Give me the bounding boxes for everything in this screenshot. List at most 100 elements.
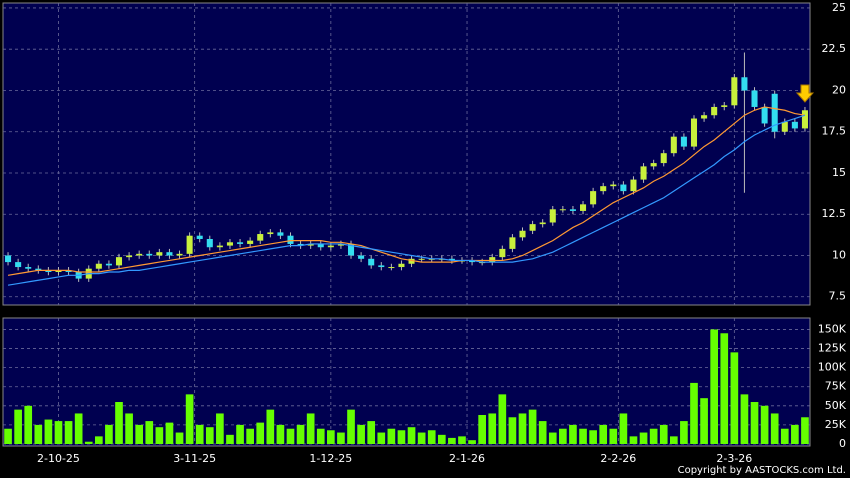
volume-bar (478, 414, 486, 444)
candle-body (186, 235, 193, 254)
volume-bar (34, 424, 43, 444)
candle-body (418, 258, 425, 260)
candle-body (711, 106, 718, 116)
candle-body (721, 105, 728, 107)
candle-body (741, 77, 748, 91)
volume-bar (579, 428, 587, 444)
volume-bar (226, 434, 234, 444)
volume-bar (649, 428, 658, 444)
candle-body (549, 209, 556, 223)
volume-bar (508, 417, 517, 444)
candle-body (529, 224, 536, 231)
volume-bar (780, 428, 789, 444)
candle-body (347, 243, 355, 256)
candle-body (247, 240, 254, 244)
candle-body (650, 163, 657, 167)
volume-bar (407, 427, 416, 444)
candle-body (690, 118, 698, 147)
volume-bar (690, 382, 698, 444)
candle-body (337, 243, 344, 246)
candle-body (509, 237, 516, 249)
volume-bar (205, 427, 214, 444)
candle-body (358, 255, 365, 259)
volume-bar (518, 413, 527, 444)
y-tick-label: 20 (832, 83, 846, 96)
volume-bar (216, 413, 224, 444)
volume-bar (256, 422, 265, 444)
volume-bar (397, 430, 406, 444)
volume-bar (276, 424, 285, 444)
moving-average-line (7, 106, 806, 276)
candle-body (317, 243, 324, 248)
x-tick-label: 2-1-26 (449, 452, 485, 465)
candle-body (660, 153, 667, 164)
volume-bar (74, 413, 83, 444)
volume-bar (760, 405, 769, 444)
volume-bar (14, 409, 22, 444)
candle-body (761, 106, 768, 124)
volume-bar (589, 430, 597, 444)
volume-bar (115, 402, 123, 444)
y-tick-label: 12.5 (822, 207, 847, 220)
candle-body (15, 262, 22, 268)
candle-body (126, 255, 133, 258)
volume-bar (730, 352, 739, 444)
volume-bar (195, 424, 204, 444)
volume-bar (750, 402, 759, 444)
candle-body (45, 270, 52, 272)
volume-bar (266, 409, 275, 444)
volume-bar (468, 440, 476, 444)
volume-bar (377, 432, 386, 444)
candle-body (519, 230, 526, 238)
y-tick-label: 22.5 (822, 42, 847, 55)
candle-body (640, 166, 647, 180)
signal-arrow (795, 84, 815, 103)
volume-bar (538, 421, 547, 444)
candle-body (136, 253, 143, 256)
x-tick-label: 1-12-25 (309, 452, 352, 465)
candle-body (5, 255, 12, 263)
volume-bar (559, 428, 567, 444)
candle-body (569, 209, 576, 211)
candle-body (388, 267, 395, 269)
volume-bar (347, 409, 355, 444)
volume-bar (135, 424, 144, 444)
candle-body (801, 110, 808, 129)
volume-bar (458, 436, 466, 444)
volume-bar (680, 421, 688, 444)
volume-bar (488, 413, 497, 444)
candle-body (489, 257, 496, 263)
candle-body (791, 121, 798, 129)
y-tick-label: 17.5 (822, 125, 847, 138)
volume-bar (599, 424, 608, 444)
y-tick-label: 100K (818, 361, 847, 374)
volume-bar (54, 421, 63, 444)
volume-bar (105, 424, 113, 444)
volume-bar (740, 394, 749, 444)
volume-bar (791, 424, 799, 444)
y-tick-label: 7.5 (829, 290, 847, 303)
candle-body (600, 186, 607, 192)
volume-bar (24, 405, 33, 444)
volume-bar (145, 421, 154, 444)
volume-bar (498, 394, 507, 444)
volume-panel (2, 317, 811, 447)
volume-bar (801, 417, 809, 444)
volume-bar (548, 432, 557, 444)
volume-bar (528, 409, 537, 444)
candle-body (398, 263, 405, 268)
volume-bar (629, 436, 638, 444)
volume-bar (165, 422, 174, 444)
candle-body (751, 90, 758, 107)
candle-body (378, 265, 385, 268)
candle-body (35, 268, 42, 271)
y-tick-label: 125K (818, 342, 847, 355)
volume-bar (710, 329, 719, 444)
candle-body (701, 115, 708, 119)
candle-body (226, 242, 233, 246)
candle-body (65, 270, 72, 272)
candle-body (105, 263, 112, 266)
y-tick-label: 10 (832, 248, 846, 261)
volume-bar (236, 424, 244, 444)
x-tick-label: 2-10-25 (37, 452, 80, 465)
